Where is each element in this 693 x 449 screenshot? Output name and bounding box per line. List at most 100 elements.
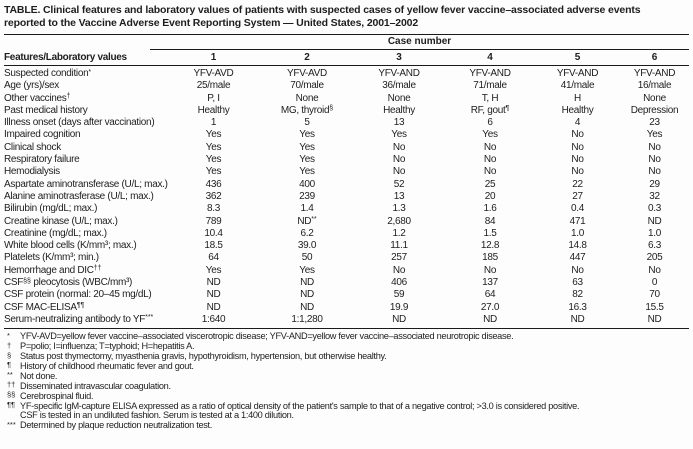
cell-value: None [387,92,411,104]
spanner-gap [4,36,150,50]
cell-value: H [574,92,581,104]
cell-value: ND [483,313,497,325]
cell-value: 239 [299,190,315,202]
rule-top [4,34,689,35]
row-label: Illness onset (days after vaccination) [4,117,155,129]
cell-value: Yes [299,154,315,166]
cell-value: 137 [482,277,498,289]
cell-value: 15.5 [645,301,664,313]
cell-value: 1.6 [483,203,497,215]
table-row: White blood cells (K/mm³; max.) 18.5 39.0 1… [4,240,689,252]
cell-value: 1.2 [392,227,406,239]
cell-value: ND [647,313,662,325]
cell-value: No [648,141,661,153]
cell-value: 10.4 [204,227,223,239]
table-body: Suspected condition* YFV-AVD YFV-AVD YFV-AN… [4,68,689,326]
table-row: Serum-neutralizing antibody to YF*** 1:64… [4,314,689,326]
cell-value: Healthy [383,104,415,116]
row-label: Clinical shock [4,141,61,153]
cell-value: 63 [572,277,583,289]
cell-value: Yes [299,264,315,276]
cell-value: 71/male [473,80,507,92]
cell-value: 13 [393,190,405,202]
table-row: Respiratory failure Yes Yes No No No No [4,154,689,166]
case-number-header: 4 [487,52,493,63]
cell-value: 29 [649,178,660,190]
footnote-text: YF-specific IgM-capture ELISA expressed … [20,400,580,421]
cell-value: RF, gout¶ [470,104,510,116]
cell-value: 22 [572,178,583,190]
cell-value: 64 [484,289,496,301]
cell-value: 41/male [560,80,595,92]
features-header: Features/Laboratory values [4,52,127,63]
cell-value: MG, thyroid§ [280,104,334,116]
cell-value: 5 [304,117,310,129]
cell-value: No [392,166,406,178]
cell-value: 52 [393,178,405,190]
case-number-spanner: Case number [150,36,689,50]
row-label: Platelets (K/mm³; min.) [4,252,99,264]
table-row: CSF MAC-ELISA¶¶ ND ND 19.9 27.0 16.3 15.5 [4,302,689,314]
cell-value: No [648,166,661,178]
cell-value: 6.3 [647,240,661,252]
cell-value: 0 [651,277,658,289]
cell-value: No [483,166,497,178]
cell-value: Yes [482,129,498,141]
cell-value: 447 [569,252,586,264]
row-label: Hemodialysis [4,166,60,178]
cell-value: 23 [649,117,660,129]
case-number-header: 1 [210,52,217,63]
cell-value: 27 [572,190,583,202]
footnotes-section: * YFV-AVD=yellow fever vaccine–associated… [4,331,689,431]
case-number-header: 3 [396,52,402,63]
cell-value: None [295,92,319,104]
cell-value: P, I [207,92,220,104]
footnote-reference: ¶¶ [76,302,85,310]
cell-value: 16.3 [568,301,587,313]
table-row: Hemorrhage and DIC†† Yes Yes No No No No [4,265,689,277]
cell-value: 1.4 [300,203,314,215]
cell-value: Yes [205,166,222,178]
cell-value: 39.0 [297,240,317,252]
table-row: CSF protein (normal: 20–45 mg/dL) ND ND 59 6… [4,289,689,301]
cell-value: YFV-AND [633,68,676,79]
case-number-spanner-row: Case number [4,36,689,50]
row-label: Past medical history [4,104,88,116]
footnote: §§ Cerebrospinal fluid. [4,390,689,402]
row-label: CSF MAC-ELISA¶¶ [4,301,85,313]
row-label: Aspartate aminotransferase (U/L; max.) [4,178,168,190]
rule-header-bottom [4,65,689,66]
cell-value: No [392,154,406,166]
footnote-reference: †† [93,265,102,273]
cell-value: 1.0 [647,227,661,239]
cell-value: No [648,264,661,276]
table-row: Past medical history Healthy MG, thyroid§ H… [4,105,689,117]
footnote-marker: †† [7,380,16,390]
cell-value: 70 [649,289,660,301]
cell-value: No [571,264,584,276]
table-row: Alanine aminotrasferase (U/L; max.) 362 23… [4,191,689,203]
table-header-row: Features/Laboratory values 1 2 3 4 5 6 [4,50,689,65]
row-label: White blood cells (K/mm³; max.) [4,240,137,252]
cell-value: 11.1 [390,240,408,252]
row-label: Serum-neutralizing antibody to YF*** [4,313,154,325]
table-row: Age (yrs)/sex 25/male 70/male 36/male 71/mal… [4,80,689,92]
cell-value: 400 [299,178,315,190]
cell-value: 14.8 [568,240,587,252]
cell-value: YFV-AVD [287,68,327,79]
table-title: TABLE. Clinical features and laboratory … [4,4,641,29]
cell-value: ND [206,277,221,289]
footnote-marker: *** [7,419,16,429]
table-row: Suspected condition* YFV-AVD YFV-AVD YFV-AN… [4,68,689,80]
cell-value: ND [647,215,662,227]
footnote: †† Disseminated intravascular coagulation… [4,380,689,392]
cell-value: 36/male [382,80,416,92]
table-row: Creatinine (mg/dL; max.) 10.4 6.2 1.2 1.5 1.0… [4,228,689,240]
cell-value: YFV-AND [556,68,599,79]
table-row: CSF§§ pleocytosis (WBC/mm³) ND ND 406 137 63 0 [4,277,689,289]
table-row: Illness onset (days after vaccination) 1 5… [4,117,689,129]
footnote: ¶ History of childhood rheumatic fever an… [4,360,689,372]
row-label: Hemorrhage and DIC†† [4,264,102,276]
row-label: Creatine kinase (U/L; max.) [4,215,118,227]
cell-value: ND [300,277,314,289]
